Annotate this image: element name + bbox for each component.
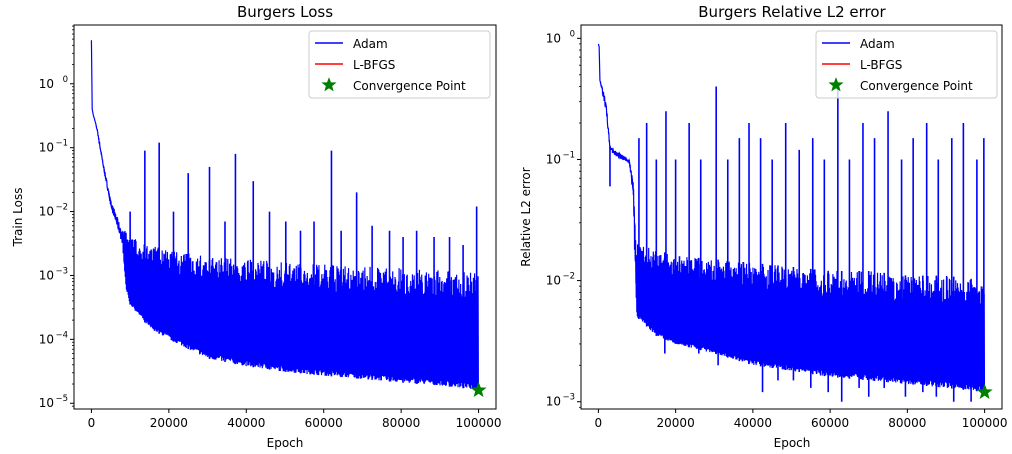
l2-chart-plot-layer xyxy=(597,43,986,402)
loss-chart-x-ticks: 0 20000 40000 60000 80000 100000 xyxy=(88,409,502,430)
loss-y-tick-exponent: −5 xyxy=(55,394,68,404)
l2-chart-y-axis-label: Relative L2 error xyxy=(519,167,533,266)
l2-chart-title: Burgers Relative L2 error xyxy=(698,3,886,21)
l2-y-tick-exponent: 0 xyxy=(570,29,575,39)
l2-chart-legend: Adam L-BFGS Convergence Point xyxy=(815,30,998,99)
loss-x-tick-label: 80000 xyxy=(382,416,420,430)
loss-y-tick-exponent: −1 xyxy=(55,139,68,149)
loss-x-tick-label: 20000 xyxy=(150,416,188,430)
l2-y-tick-label: 10 xyxy=(546,31,561,45)
loss-legend-convergence-label: Convergence Point xyxy=(353,79,466,93)
l2-x-tick-label: 100000 xyxy=(962,416,1008,430)
loss-y-tick-label: 10 xyxy=(39,396,54,410)
l2-legend-frame xyxy=(815,30,998,99)
loss-chart: Burgers Loss 0 20000 40000 60000 80000 100000… xyxy=(11,3,501,450)
loss-legend-frame xyxy=(308,30,491,99)
loss-x-tick-label: 60000 xyxy=(305,416,343,430)
loss-chart-plot-frame xyxy=(73,24,497,410)
loss-y-tick-exponent: −3 xyxy=(55,266,68,276)
loss-x-tick-label: 40000 xyxy=(227,416,265,430)
l2-legend-adam-label: Adam xyxy=(860,37,895,51)
l2-x-tick-label: 60000 xyxy=(811,416,849,430)
loss-y-tick-exponent: −4 xyxy=(55,330,68,340)
l2-legend-convergence-star xyxy=(828,77,844,92)
loss-convergence-point xyxy=(470,381,487,398)
loss-y-tick-exponent: −2 xyxy=(55,203,68,213)
loss-legend-adam-label: Adam xyxy=(353,37,388,51)
l2-chart-x-axis-label: Epoch xyxy=(774,436,811,450)
loss-y-tick-label: 10 xyxy=(39,332,54,346)
loss-chart-legend: Adam L-BFGS Convergence Point xyxy=(308,30,491,99)
l2-legend-convergence-label: Convergence Point xyxy=(860,79,973,93)
loss-y-tick-exponent: 0 xyxy=(63,75,68,85)
loss-y-tick-label: 10 xyxy=(39,205,54,219)
l2-x-tick-label: 40000 xyxy=(734,416,772,430)
l2-x-tick-label: 20000 xyxy=(657,416,695,430)
loss-chart-title: Burgers Loss xyxy=(237,3,333,21)
loss-y-tick-label: 10 xyxy=(39,77,54,91)
l2-x-tick-label: 80000 xyxy=(888,416,926,430)
l2-y-tick-label: 10 xyxy=(546,395,561,409)
l2-legend-lbfgs-label: L-BFGS xyxy=(860,58,902,72)
l2-error-chart: Burgers Relative L2 error 0 20000 40000 600… xyxy=(519,3,1008,450)
l2-y-tick-label: 10 xyxy=(546,274,561,288)
l2-y-tick-exponent: −1 xyxy=(562,150,575,160)
loss-y-tick-label: 10 xyxy=(39,141,54,155)
loss-chart-plot-layer xyxy=(90,40,479,390)
l2-convergence-point xyxy=(976,383,993,399)
l2-chart-plot-frame xyxy=(580,24,1003,410)
loss-adam-curve xyxy=(90,40,479,390)
l2-x-tick-label: 0 xyxy=(595,416,603,430)
loss-x-tick-label: 100000 xyxy=(456,416,502,430)
l2-y-tick-exponent: −3 xyxy=(562,393,575,403)
loss-legend-convergence-star xyxy=(321,77,337,92)
l2-y-tick-exponent: −2 xyxy=(562,272,575,282)
l2-chart-x-ticks: 0 20000 40000 60000 80000 100000 xyxy=(595,409,1008,430)
loss-chart-x-axis-label: Epoch xyxy=(267,436,304,450)
loss-chart-y-axis-label: Train Loss xyxy=(11,188,25,248)
l2-y-tick-label: 10 xyxy=(546,152,561,166)
loss-y-tick-label: 10 xyxy=(39,268,54,282)
loss-x-tick-label: 0 xyxy=(88,416,96,430)
loss-legend-lbfgs-label: L-BFGS xyxy=(353,58,395,72)
l2-adam-curve xyxy=(597,43,986,392)
